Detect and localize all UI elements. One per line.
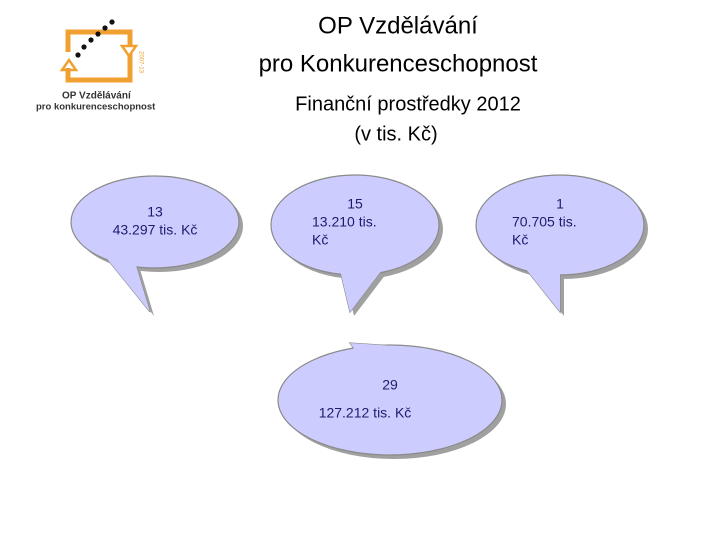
speech-bubble: 15 13.210 tis. Kč bbox=[270, 174, 443, 316]
logo-arrow bbox=[59, 57, 79, 72]
logo-arrow bbox=[119, 44, 139, 59]
bubble-tail-cover bbox=[350, 343, 395, 350]
bubble-text: Kč bbox=[312, 232, 328, 248]
logo-years: 2007-13 bbox=[137, 51, 143, 74]
speech-bubble: 13 43.297 tis. Kč bbox=[70, 175, 243, 316]
bubble-text: Kč bbox=[512, 232, 528, 248]
title-line: OP Vzdělávání bbox=[318, 12, 478, 39]
bubble-text: 15 bbox=[347, 196, 363, 212]
bubbles: 13 43.297 tis. Kč 15 13.210 tis. Kč 1 70.705 t… bbox=[70, 174, 648, 459]
logo-subtitle: pro konkurenceschopnost bbox=[36, 102, 156, 113]
speech-bubble: 29 127.212 tis. Kč bbox=[277, 342, 506, 459]
bubble-tail-cover bbox=[340, 266, 385, 312]
subtitle-line: Finanční prostředky 2012 bbox=[295, 93, 521, 115]
logo-dots bbox=[75, 19, 115, 58]
title-line: pro Konkurenceschopnost bbox=[259, 50, 538, 77]
bubble-text: 1 bbox=[556, 196, 564, 212]
bubble-tail-cover bbox=[525, 268, 560, 312]
speech-bubble: 1 70.705 tis. Kč bbox=[475, 174, 648, 316]
logo: 2007-13 OP Vzdělávání pro konkurencescho… bbox=[36, 19, 156, 113]
subtitle-line: (v tis. Kč) bbox=[354, 123, 437, 145]
bubble-text: 70.705 tis. bbox=[512, 214, 577, 230]
bubble-text: 13 bbox=[147, 204, 163, 220]
bubble-text: 29 bbox=[382, 377, 398, 393]
bubble-text: 127.212 tis. Kč bbox=[319, 405, 412, 421]
bubble-body bbox=[70, 175, 240, 269]
logo-title: OP Vzdělávání bbox=[62, 91, 132, 102]
bubble-tail-cover bbox=[100, 250, 150, 312]
bubble-text: 13.210 tis. bbox=[312, 214, 377, 230]
bubble-text: 43.297 tis. Kč bbox=[113, 222, 198, 238]
bubble-body bbox=[277, 344, 503, 456]
